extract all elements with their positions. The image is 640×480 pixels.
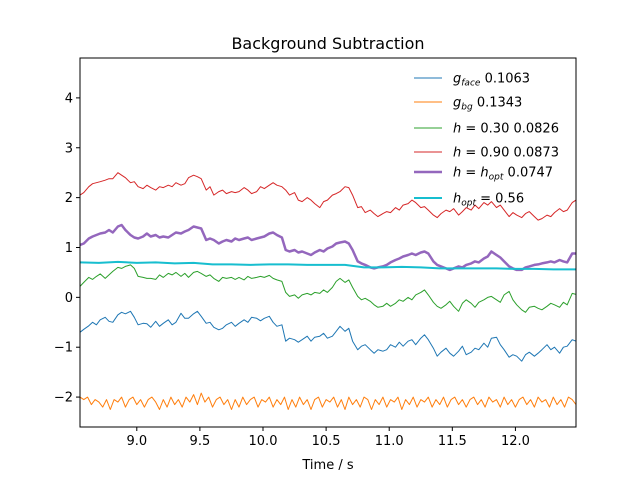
y-tick-label: 0 xyxy=(65,291,73,306)
legend-label-5: h = hopt 0.0747 xyxy=(453,166,553,183)
y-tick-label: 2 xyxy=(65,191,73,206)
y-tick-label: −1 xyxy=(54,341,73,356)
series-line-6 xyxy=(80,260,576,271)
x-axis: 9.0 9.5 10.0 10.5 11.0 11.5 12.0 xyxy=(126,427,530,449)
legend-label-6: hopt = 0.56 xyxy=(453,192,524,209)
y-tick-label: 4 xyxy=(65,91,73,106)
series-line-2 xyxy=(80,392,576,410)
y-tick-label: 1 xyxy=(65,241,73,256)
plot-frame xyxy=(79,57,577,428)
legend: gface 0.1063 gbg 0.1343 h = 0.30 0.0826 h =… xyxy=(414,72,559,209)
series-line-4 xyxy=(80,172,576,221)
x-tick-label: 9.0 xyxy=(126,434,147,449)
legend-label-2: gbg 0.1343 xyxy=(453,96,522,113)
legend-label-4: h = 0.90 0.0873 xyxy=(453,146,559,161)
legend-label-3: h = 0.30 0.0826 xyxy=(453,122,559,137)
chart-title: Background Subtraction xyxy=(231,34,424,53)
series-layer xyxy=(80,172,576,410)
series-line-3 xyxy=(80,264,576,313)
series-line-5 xyxy=(80,223,576,272)
y-axis: −2 −1 0 1 2 3 4 xyxy=(54,91,80,406)
x-tick-label: 10.0 xyxy=(249,434,278,449)
x-tick-label: 11.5 xyxy=(438,434,467,449)
y-tick-label: −2 xyxy=(54,391,73,406)
x-tick-label: 11.0 xyxy=(375,434,404,449)
y-tick-label: 3 xyxy=(65,141,73,156)
legend-label-1: gface 0.1063 xyxy=(453,72,530,89)
series-line-1 xyxy=(80,310,576,362)
x-tick-label: 12.0 xyxy=(501,434,530,449)
x-tick-label: 9.5 xyxy=(190,434,211,449)
x-axis-label: Time / s xyxy=(301,458,353,473)
x-tick-label: 10.5 xyxy=(312,434,341,449)
